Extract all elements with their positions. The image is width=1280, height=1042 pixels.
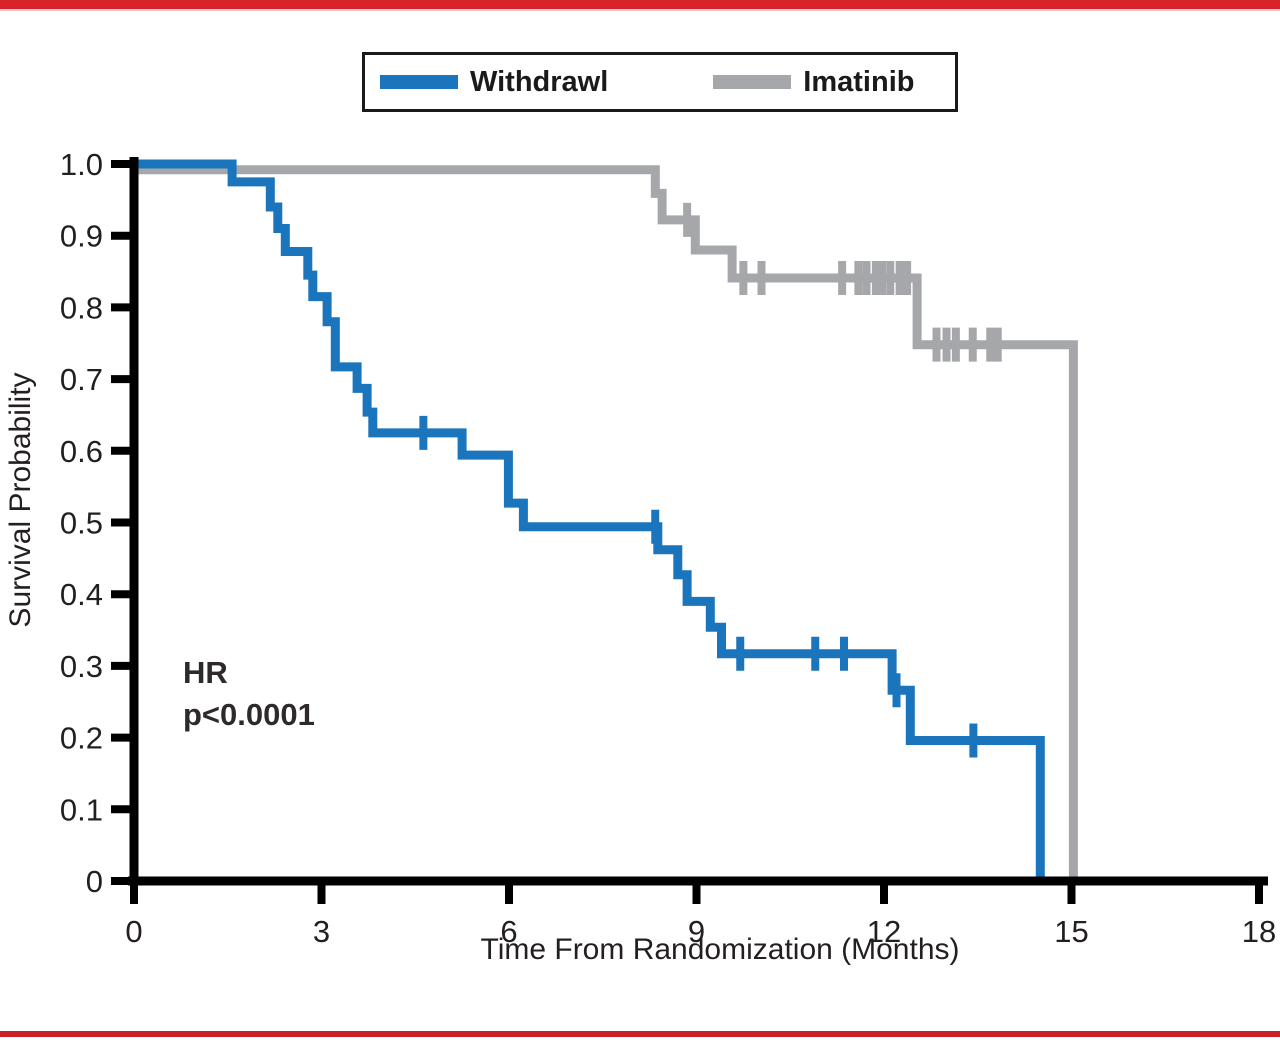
- bottom-red-bar: [0, 1031, 1280, 1037]
- legend: Withdrawl Imatinib: [362, 52, 958, 112]
- x-tick-label: 15: [1054, 914, 1088, 949]
- x-tick-label: 6: [500, 914, 517, 949]
- legend-item-imatinib: Imatinib: [713, 66, 914, 99]
- legend-swatch-imatinib: [713, 75, 792, 89]
- y-tick-label: 1.0: [60, 147, 103, 182]
- x-tick-label: 0: [125, 914, 142, 949]
- y-tick-label: 0.7: [60, 362, 103, 397]
- y-tick-label: 0.2: [60, 721, 103, 756]
- withdrawl-curve: [134, 159, 1045, 881]
- y-tick-label: 0.9: [60, 219, 103, 254]
- y-tick-label: 0.6: [60, 434, 103, 469]
- y-tick-label: 0.4: [60, 577, 103, 612]
- x-tick-label: 9: [688, 914, 705, 949]
- top-red-bar-underline: [0, 9, 1280, 11]
- imatinib-curve: [134, 165, 1078, 881]
- x-axis-title: Time From Randomization (Months): [480, 933, 960, 966]
- legend-swatch-withdrawl: [380, 75, 458, 89]
- hr-pvalue-annotation: HR p<0.0001: [183, 652, 315, 736]
- y-axis-title: Survival Probability: [4, 372, 37, 628]
- y-tick-label: 0: [86, 864, 103, 899]
- legend-item-withdrawl: Withdrawl: [380, 66, 608, 99]
- y-tick-label: 0.3: [60, 649, 103, 684]
- x-tick-label: 12: [867, 914, 901, 949]
- legend-label-imatinib: Imatinib: [803, 65, 915, 98]
- pvalue-line: p<0.0001: [183, 697, 315, 732]
- y-tick-label: 0.1: [60, 792, 103, 827]
- y-tick-label: 0.8: [60, 290, 103, 325]
- legend-label-withdrawl: Withdrawl: [470, 65, 609, 98]
- axes: 1.0 0.9 0.8 0.7 0.6 0.5 0.4 0.3 0.2 0.1 00 3 6 9 12 15 1…: [60, 147, 1276, 949]
- top-red-bar: [0, 0, 1280, 9]
- x-tick-label: 3: [313, 914, 330, 949]
- hr-line: HR: [183, 655, 228, 690]
- x-tick-label: 18: [1242, 914, 1276, 949]
- y-tick-label: 0.5: [60, 506, 103, 541]
